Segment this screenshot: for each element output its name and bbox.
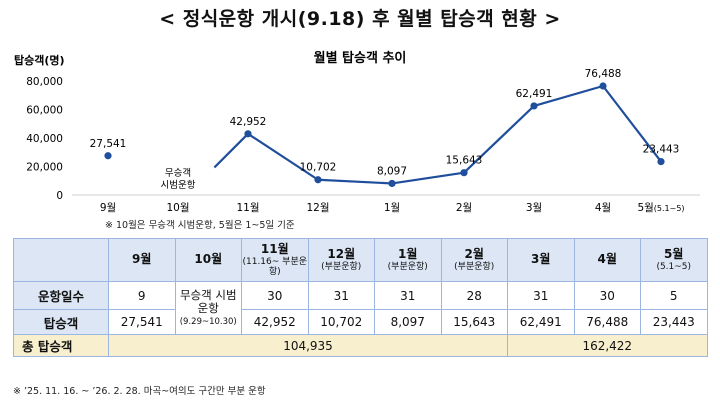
passenger-cell: 27,541 <box>108 309 176 335</box>
passenger-cell: 10,702 <box>307 309 375 335</box>
month-header: 12월 (부분운항) <box>307 238 375 282</box>
month-header: 5월 (5.1~5) <box>640 238 708 282</box>
passenger-cell: 8,097 <box>374 309 442 335</box>
data-label: 23,443 <box>643 144 680 156</box>
trial-operation-cell: 무승객 시범운항 (9.29~10.30) <box>174 281 242 335</box>
passenger-cell: 15,643 <box>440 309 508 335</box>
month-header: 10월 <box>174 238 242 282</box>
passenger-line-chart: 월별 탑승객 추이 탑승객(명) 0 20,000 40,000 60,000 80,000… <box>14 50 700 214</box>
days-cell: 9 <box>108 281 176 310</box>
passenger-cell: 76,488 <box>573 309 641 335</box>
series-line-segment <box>247 132 319 181</box>
chart-note: ※ 10월은 무승객 시범운항, 5월은 1~5일 기준 <box>105 220 295 231</box>
data-point <box>530 102 538 110</box>
monthly-passenger-table: 9월 10월 11월 (11.16~ 부분운항) 12월 (부분운항) 1월 (부분운… <box>13 238 708 357</box>
data-point <box>657 157 665 166</box>
page-title: < 정식운항 개시(9.18) 후 월별 탑승객 현황 > <box>159 8 561 30</box>
table-corner-cell <box>13 238 109 282</box>
passenger-cell: 23,443 <box>640 309 708 335</box>
x-tick-label: 11월 <box>236 202 259 214</box>
row-label-total: 총 탑승객 <box>13 334 109 357</box>
series-line-segment <box>602 85 662 163</box>
days-cell: 31 <box>307 281 375 310</box>
data-label: 76,488 <box>585 68 622 80</box>
y-tick-label: 40,000 <box>26 133 63 145</box>
trial-annotation: 시범운항 <box>161 180 196 191</box>
data-label: 62,491 <box>516 88 553 100</box>
days-cell: 30 <box>573 281 641 310</box>
month-header: 9월 <box>108 238 176 282</box>
table-row-days: 운항일수 9 무승객 시범운항 (9.29~10.30) 30 31 31 28 … <box>13 281 708 335</box>
days-cell: 31 <box>374 281 442 310</box>
series-line-segment <box>317 178 393 185</box>
y-tick-label: 80,000 <box>26 76 63 88</box>
table-row-total: 총 탑승객 104,935 162,422 <box>13 334 708 357</box>
month-header: 4월 <box>573 238 641 282</box>
row-label-passengers: 탑승객 <box>13 309 109 335</box>
series-line-segment <box>213 133 249 169</box>
month-header: 1월 (부분운항) <box>374 238 442 282</box>
y-axis-label: 탑승객(명) <box>14 53 65 67</box>
series-line-segment <box>463 105 535 174</box>
days-cell: 30 <box>241 281 309 310</box>
data-label: 27,541 <box>90 138 127 150</box>
x-tick-label: 5월(5.1~5) <box>637 202 684 214</box>
data-label: 10,702 <box>300 162 337 174</box>
series-line-segment <box>533 84 604 108</box>
data-point <box>388 179 396 188</box>
data-point <box>599 82 607 90</box>
y-tick-label: 0 <box>56 190 63 202</box>
total-cell-period-2: 162,422 <box>507 334 708 357</box>
days-cell: 28 <box>440 281 508 310</box>
month-header: 2월 (부분운항) <box>440 238 508 282</box>
days-cell: 5 <box>640 281 708 310</box>
data-point <box>314 176 322 184</box>
x-tick-label: 3월 <box>526 202 542 214</box>
chart-title: 월별 탑승객 추이 <box>314 50 407 66</box>
data-label: 15,643 <box>446 155 483 167</box>
x-tick-label: 2월 <box>456 202 472 214</box>
x-tick-label: 12월 <box>306 202 329 214</box>
days-cell: 31 <box>507 281 575 310</box>
trial-annotation: 무승객 <box>165 168 191 179</box>
x-tick-label: 4월 <box>595 202 611 214</box>
data-point <box>104 152 112 160</box>
table-header-row: 9월 10월 11월 (11.16~ 부분운항) 12월 (부분운항) 1월 (부분운… <box>13 238 708 282</box>
month-header: 11월 (11.16~ 부분운항) <box>241 238 309 282</box>
x-tick-label: 9월 <box>100 202 116 214</box>
y-tick-label: 60,000 <box>26 105 63 117</box>
data-point <box>460 169 468 177</box>
table-row-passengers: 탑승객 27,541 42,952 10,702 8,097 15,643 62… <box>13 309 708 335</box>
data-label: 42,952 <box>230 116 267 128</box>
data-point <box>244 130 252 138</box>
x-tick-label: 10월 <box>166 202 189 214</box>
month-header: 3월 <box>507 238 575 282</box>
footer-note: ※ ’25. 11. 16. ~ ’26. 2. 28. 마곡~여의도 구간만 … <box>13 386 266 397</box>
series-line-segment <box>391 171 465 185</box>
data-label: 8,097 <box>377 165 407 177</box>
x-tick-label: 1월 <box>384 202 400 214</box>
row-label-days: 운항일수 <box>13 281 109 310</box>
passenger-cell: 62,491 <box>507 309 575 335</box>
passenger-cell: 42,952 <box>241 309 309 335</box>
total-cell-period-1: 104,935 <box>108 334 508 357</box>
y-tick-label: 20,000 <box>26 162 63 174</box>
